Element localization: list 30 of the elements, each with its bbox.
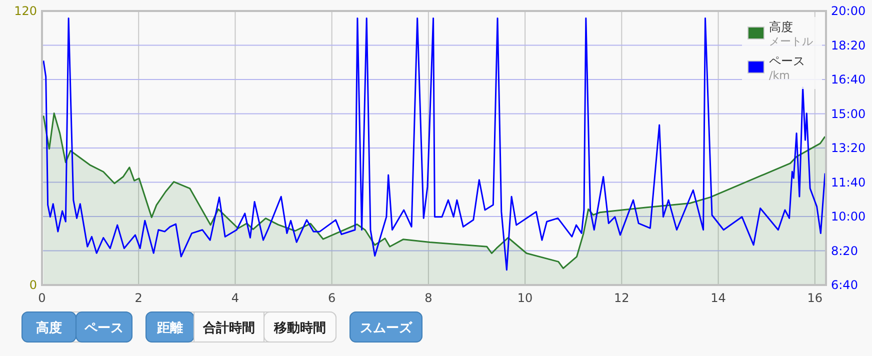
x-tick-label: 10: [517, 291, 533, 305]
x-tick-label: 12: [614, 291, 630, 305]
x-tick-label: 4: [231, 291, 240, 305]
x-tick-label: 0: [38, 291, 46, 305]
y2-tick-label: 6:40: [831, 278, 858, 292]
text: 合計時間: [202, 320, 255, 336]
annotation: メートル: [769, 35, 813, 48]
legend-label: ペース: [769, 54, 805, 68]
y2-tick-label: 8:20: [831, 244, 858, 258]
text: スムーズ: [360, 321, 413, 336]
annotation: /km: [769, 69, 790, 82]
text: 高度: [36, 320, 62, 336]
text: ペース: [84, 321, 124, 336]
y-tick-label: 120: [14, 4, 37, 18]
y2-tick-label: 10:00: [831, 210, 866, 224]
y2-tick-label: 11:40: [831, 175, 866, 190]
y2-tick-label: 18:20: [831, 38, 866, 52]
x-tick-label: 14: [710, 291, 726, 305]
y2-tick-label: 15:00: [831, 106, 866, 121]
x-tick-label: 6: [328, 291, 336, 305]
y2-tick-label: 13:20: [831, 141, 866, 155]
line-series: [42, 17, 826, 271]
legend-label: 高度: [769, 20, 793, 34]
text: 距離: [156, 321, 183, 336]
x-tick-label: 16: [807, 291, 823, 305]
text: 移動時間: [273, 321, 326, 336]
x-tick-label: 8: [424, 291, 432, 305]
y2-tick-label: 20:00: [831, 4, 866, 18]
x-tick-label: 2: [134, 291, 142, 305]
y2-tick-label: 16:40: [831, 72, 866, 86]
